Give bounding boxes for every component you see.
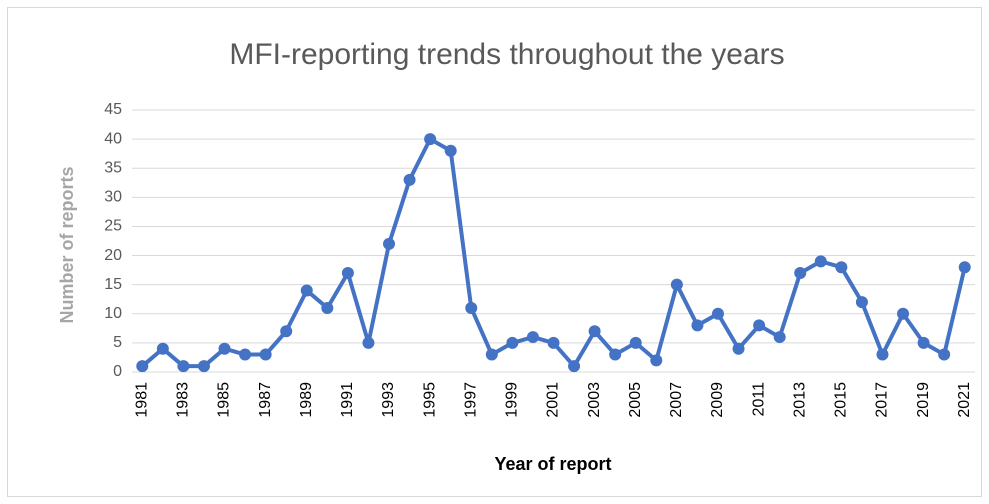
data-point (814, 255, 827, 268)
x-tick-label: 2017 (874, 382, 891, 418)
y-tick-label: 10 (104, 305, 122, 322)
data-point (280, 325, 293, 338)
data-point (897, 307, 910, 320)
x-tick-label: 1985 (216, 382, 233, 418)
x-tick-label: 1981 (133, 382, 150, 418)
data-point (732, 342, 745, 355)
data-point (218, 342, 231, 355)
data-point (835, 261, 848, 274)
data-point (156, 342, 169, 355)
data-point (362, 336, 375, 349)
x-tick-label: 2001 (545, 382, 562, 418)
y-tick-label: 45 (104, 101, 122, 118)
chart-border (7, 7, 982, 497)
data-point (259, 348, 272, 361)
y-tick-label: 30 (104, 189, 122, 206)
x-tick-label: 2015 (833, 382, 850, 418)
x-tick-label: 1989 (298, 382, 315, 418)
data-point (753, 319, 766, 332)
data-point (547, 336, 560, 349)
data-point (588, 325, 601, 338)
data-point (691, 319, 704, 332)
x-tick-label: 2021 (956, 382, 973, 418)
data-point (938, 348, 951, 361)
data-point (136, 360, 149, 373)
data-point (239, 348, 252, 361)
y-tick-label: 0 (113, 363, 122, 380)
data-point (300, 284, 313, 297)
data-point (629, 336, 642, 349)
y-tick-label: 25 (104, 218, 122, 235)
data-point (650, 354, 663, 367)
y-tick-label: 20 (104, 247, 122, 264)
y-tick-label: 15 (104, 276, 122, 293)
y-axis-label: Number of reports (57, 166, 77, 323)
data-point (341, 267, 354, 280)
x-tick-label: 2003 (586, 382, 603, 418)
data-point (485, 348, 498, 361)
data-point (794, 267, 807, 280)
data-point (383, 237, 396, 250)
data-point (670, 278, 683, 291)
x-tick-label: 1993 (380, 382, 397, 418)
chart-title: MFI-reporting trends throughout the year… (229, 38, 784, 71)
data-point (711, 307, 724, 320)
data-point (444, 144, 457, 157)
x-tick-label: 1999 (504, 382, 521, 418)
x-tick-label: 2011 (750, 382, 767, 417)
data-point (526, 331, 539, 344)
data-point (568, 360, 581, 373)
data-point (177, 360, 190, 373)
x-axis-label: Year of report (494, 454, 611, 474)
x-tick-label: 1991 (339, 382, 356, 418)
x-tick-label: 2009 (709, 382, 726, 418)
x-tick-label: 2013 (791, 382, 808, 418)
x-tick-label: 2019 (915, 382, 932, 418)
x-tick-label: 1997 (462, 382, 479, 418)
data-point (876, 348, 889, 361)
data-point (424, 133, 437, 146)
data-point (958, 261, 971, 274)
x-tick-label: 2007 (668, 382, 685, 418)
x-tick-label: 1983 (175, 382, 192, 418)
data-point (321, 301, 334, 314)
data-point (403, 173, 416, 186)
x-tick-label: 2005 (627, 382, 644, 418)
x-tick-label: 1995 (421, 382, 438, 418)
data-point (465, 301, 478, 314)
data-point (855, 296, 868, 309)
x-tick-label: 1987 (257, 382, 274, 418)
y-tick-label: 5 (113, 334, 122, 351)
y-tick-label: 40 (104, 130, 122, 147)
data-point (197, 360, 210, 373)
data-point (917, 336, 930, 349)
data-point (506, 336, 519, 349)
data-point (773, 331, 786, 344)
data-point (609, 348, 622, 361)
y-tick-label: 35 (104, 159, 122, 176)
